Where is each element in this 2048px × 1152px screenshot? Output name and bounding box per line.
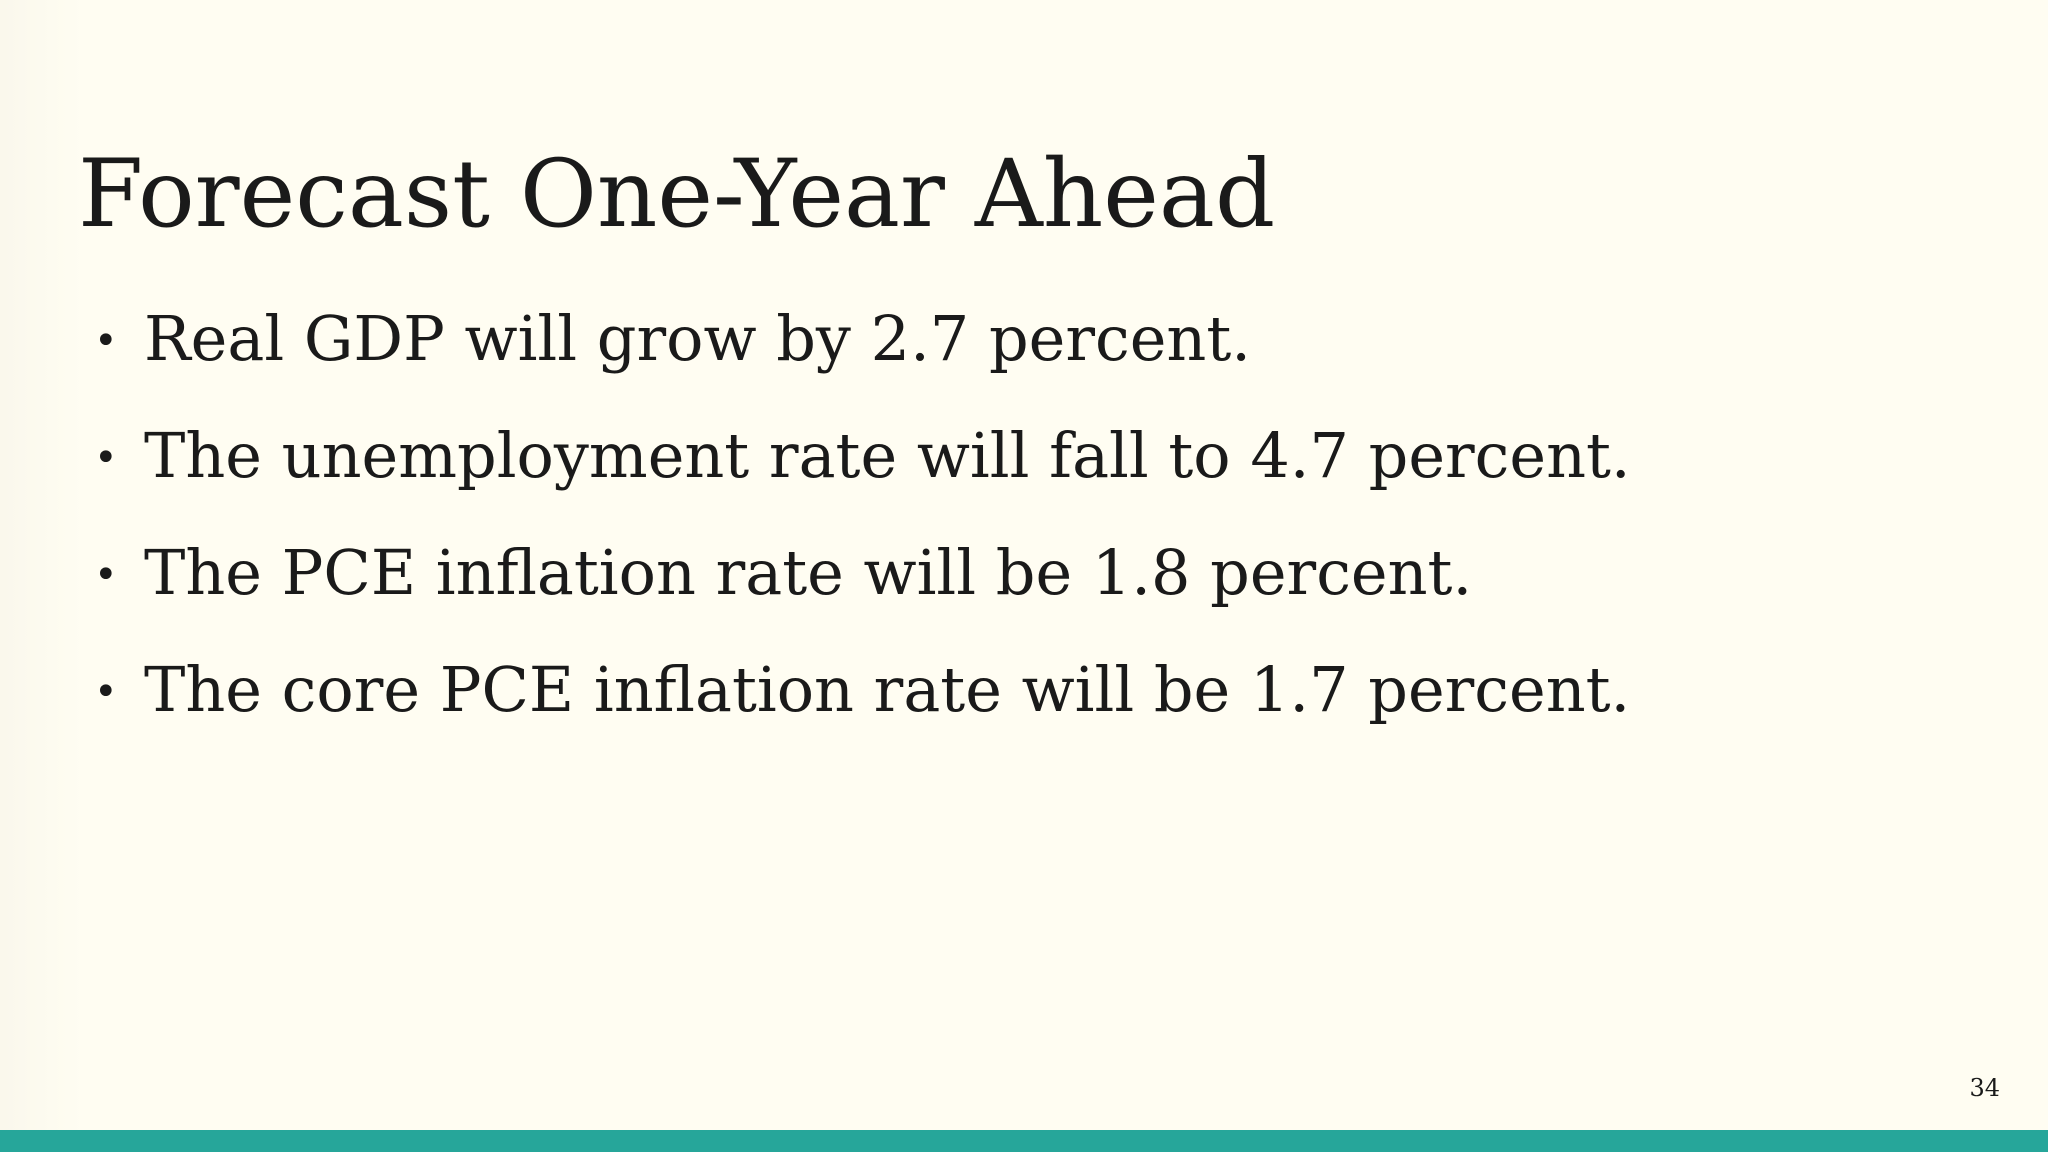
bullet-item: • The unemployment rate will fall to 4.7… (94, 419, 1631, 536)
bullet-marker: • (94, 669, 118, 715)
page-number: 34 (1969, 1074, 2000, 1102)
footer-bar (0, 1130, 2048, 1152)
slide-title: Forecast One-Year Ahead (78, 140, 1276, 249)
bullet-marker: • (94, 435, 118, 481)
left-edge-shade (0, 0, 84, 1130)
bullet-text: The unemployment rate will fall to 4.7 p… (144, 419, 1631, 492)
bullet-text: The PCE inflation rate will be 1.8 perce… (144, 536, 1473, 609)
bullet-text: The core PCE inflation rate will be 1.7 … (144, 653, 1631, 726)
bullet-list: • Real GDP will grow by 2.7 percent. • T… (94, 302, 1631, 770)
bullet-marker: • (94, 318, 118, 364)
bullet-item: • The core PCE inflation rate will be 1.… (94, 653, 1631, 770)
bullet-marker: • (94, 552, 118, 598)
bullet-item: • Real GDP will grow by 2.7 percent. (94, 302, 1631, 419)
bullet-text: Real GDP will grow by 2.7 percent. (144, 302, 1251, 375)
bullet-item: • The PCE inflation rate will be 1.8 per… (94, 536, 1631, 653)
